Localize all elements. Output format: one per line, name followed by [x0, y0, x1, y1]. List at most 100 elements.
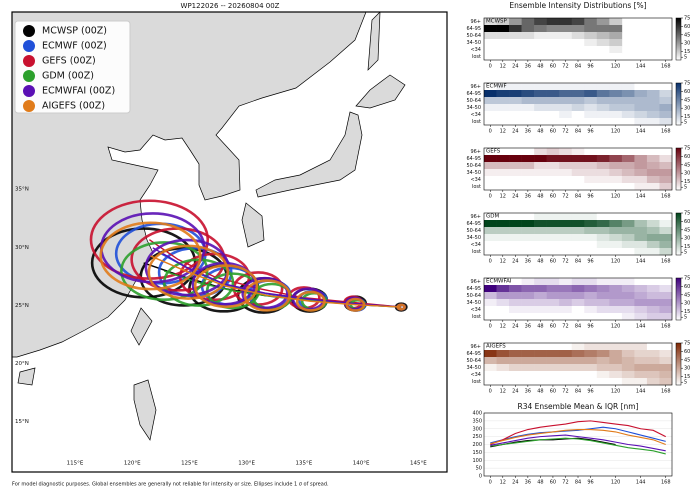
row-label: <34 — [470, 112, 481, 118]
x-tick-label: 144 — [636, 259, 646, 265]
x-tick-label: 24 — [512, 64, 518, 70]
heatmap-cell — [534, 53, 547, 61]
heatmap-cell — [571, 313, 585, 321]
heatmap-cell — [621, 357, 635, 365]
heatmap-cell — [609, 32, 623, 40]
heatmap-cell — [609, 292, 623, 300]
heatmap-cell — [634, 176, 648, 184]
spread-ellipse — [147, 244, 230, 300]
heatmap-cell — [496, 306, 510, 314]
heatmap-cell — [521, 292, 535, 300]
heatmap-cell — [621, 350, 635, 358]
heatmap-cell — [571, 18, 585, 26]
heatmap-cell — [571, 111, 585, 119]
colorbar-label: 30 — [684, 366, 690, 372]
row-label: 34-50 — [466, 235, 481, 241]
x-tick-label: 12 — [500, 194, 506, 200]
x-tick-label: 24 — [512, 389, 518, 395]
x-tick-label: 144 — [636, 129, 646, 135]
heatmap-cell — [634, 104, 648, 112]
colorbar-label: 30 — [684, 106, 690, 112]
y-tick-label: 30°N — [15, 245, 29, 251]
heatmap-cell — [596, 183, 610, 191]
heatmap-cell — [584, 343, 598, 351]
spread-ellipse — [99, 221, 202, 291]
heatmap-cell — [609, 343, 623, 351]
heatmap-cell — [521, 241, 535, 249]
x-tick-label: 72 — [562, 129, 568, 135]
heatmap-cell — [534, 299, 547, 307]
heatmap-cell — [534, 234, 547, 242]
colorbar-label: 75 — [684, 146, 690, 152]
panel-label: ECMWFAI — [486, 279, 512, 285]
heatmap-cell — [584, 306, 598, 314]
heatmap-cell — [609, 248, 623, 256]
legend-marker — [23, 25, 35, 37]
heatmap-cell — [584, 155, 598, 163]
colorbar-label: 5 — [684, 315, 687, 321]
heatmap-cell — [546, 227, 560, 235]
heatmap-cell — [621, 220, 635, 228]
heatmap-cell — [621, 155, 635, 163]
heatmap-cell — [596, 104, 610, 112]
heatmap-cell — [634, 227, 648, 235]
heatmap-cell — [559, 176, 573, 184]
heatmap-cell — [559, 118, 573, 126]
heatmap-cell — [521, 25, 535, 33]
x-tick-label: 84 — [575, 129, 581, 135]
heatmap-cell — [496, 285, 510, 293]
heatmap-cell — [534, 306, 547, 314]
x-tick-label: 125°E — [181, 461, 198, 467]
heatmap-cell — [521, 183, 535, 191]
heatmap-cell — [584, 299, 598, 307]
x-tick-label: 84 — [575, 259, 581, 265]
heatmap-cell — [571, 241, 585, 249]
heatmap-cell — [509, 350, 522, 358]
heatmap-cell — [534, 241, 547, 249]
heatmap-cell — [584, 111, 598, 119]
heatmap-cell — [634, 155, 648, 163]
heatmap-cell — [496, 350, 510, 358]
colorbar-label: 75 — [684, 341, 690, 347]
heatmap-cell — [534, 32, 547, 40]
x-tick-label: 168 — [661, 64, 671, 70]
x-tick-label: 0 — [489, 194, 492, 200]
heatmap-cell — [546, 155, 560, 163]
heatmap-cell — [571, 227, 585, 235]
heatmap-cell — [609, 350, 623, 358]
heatmap-cell — [484, 292, 497, 300]
x-tick-label: 144 — [636, 389, 646, 395]
heatmap-cell — [484, 155, 497, 163]
sakhalin — [367, 12, 381, 71]
heatmap-cell — [521, 343, 535, 351]
heatmap-cell — [634, 169, 648, 177]
heatmap-cell — [571, 169, 585, 177]
row-label: lost — [472, 379, 481, 385]
heatmap-cell — [646, 83, 660, 91]
colorbar-label: 30 — [684, 171, 690, 177]
heatmap-cell — [496, 111, 510, 119]
x-tick-label: 12 — [500, 259, 506, 265]
heatmap-cell — [546, 220, 560, 228]
heatmap-cell — [559, 299, 573, 307]
heatmap-cell — [571, 90, 585, 98]
heatmap-cell — [659, 83, 673, 91]
heatmap-cell — [521, 364, 535, 372]
heatmap-cell — [484, 169, 497, 177]
heatmap-cell — [546, 162, 560, 170]
heatmap-cell — [584, 220, 598, 228]
heatmap-cell — [496, 343, 510, 351]
row-label: 50-64 — [466, 33, 481, 39]
heatmap-cell — [509, 18, 522, 26]
heatmap-cell — [571, 248, 585, 256]
heatmap-cell — [621, 285, 635, 293]
heatmap-cell — [546, 46, 560, 54]
x-tick-label: 36 — [525, 480, 531, 486]
heatmap-cell — [584, 90, 598, 98]
colorbar-label: 30 — [684, 236, 690, 242]
heatmap-cell — [546, 83, 560, 91]
row-label: 96+ — [470, 344, 481, 350]
heatmap-cell — [659, 97, 673, 105]
row-label: 64-95 — [466, 221, 481, 227]
